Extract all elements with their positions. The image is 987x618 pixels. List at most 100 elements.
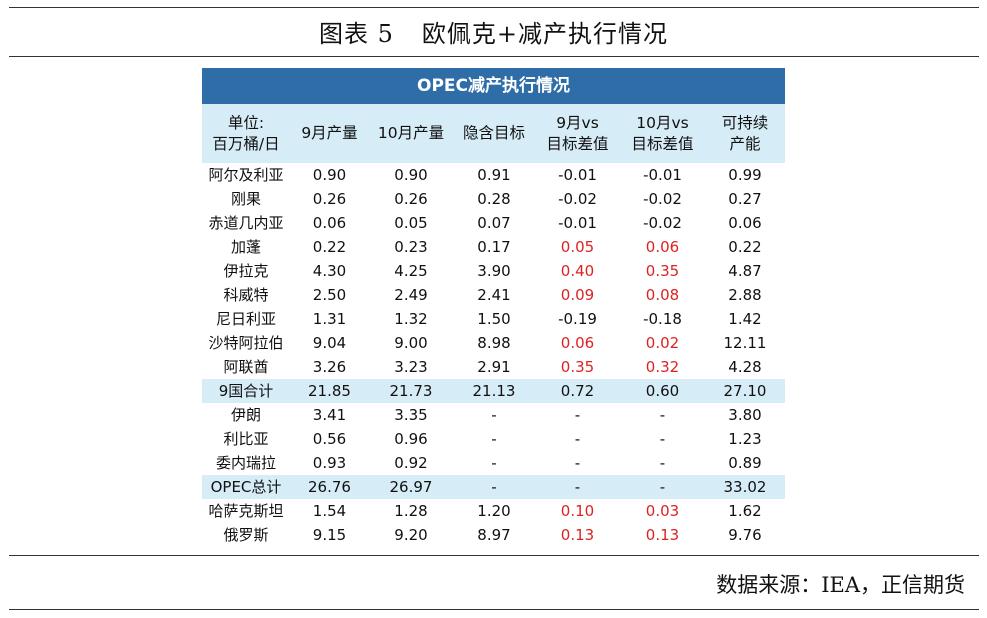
country-cell: 伊拉克	[223, 262, 269, 280]
column-header-line: 9月产量	[301, 124, 358, 142]
value-cell: 1.28	[394, 502, 428, 520]
value-cell: 2.41	[477, 286, 511, 304]
value-cell: 26.97	[369, 475, 453, 499]
column-header-4: 9月vs 目标差值	[535, 104, 620, 163]
figure-caption: 欧佩克+减产执行情况	[421, 20, 668, 48]
top-rule	[9, 7, 979, 8]
data-source-note: 数据来源：IEA，正信期货	[716, 573, 965, 597]
value-cell: 0.03	[645, 502, 680, 520]
value-cell: 3.35	[394, 406, 428, 424]
value-cell: 0.90	[312, 166, 347, 184]
value-cell: 1.20	[477, 502, 511, 520]
value-cell: -	[659, 454, 666, 472]
table-row: 科威特 2.50 2.49 2.41 0.09 0.08 2.88	[202, 283, 785, 307]
country-cell: 伊朗	[230, 406, 261, 424]
column-header-6: 可持续 产能	[705, 104, 785, 163]
value-cell: 0.22	[728, 238, 762, 256]
table-bottom-rule	[9, 555, 979, 556]
country-cell: 赤道几内亚	[208, 214, 284, 232]
column-header-line: 10月vs	[636, 113, 689, 132]
value-cell: 0.32	[645, 358, 680, 376]
table-row: 利比亚 0.56 0.96 - - - 1.23	[202, 427, 785, 451]
value-cell: 0.92	[394, 454, 428, 472]
value-cell: 0.56	[312, 430, 347, 448]
value-cell: 9.04	[312, 334, 347, 352]
opec-table-container: OPEC减产执行情况 单位: 百万桶/日 9月产量 10月产量 隐含目标 9月vs 目标差值…	[202, 68, 785, 547]
value-cell: -	[659, 430, 666, 448]
column-header-line: 目标差值	[546, 134, 609, 153]
value-cell: -0.01	[558, 214, 597, 232]
column-header-line: 产能	[729, 134, 761, 153]
value-cell: 0.10	[560, 502, 595, 520]
value-cell: 3.41	[312, 406, 347, 424]
value-cell: 2.50	[312, 286, 347, 304]
country-cell: 阿联酋	[223, 358, 269, 376]
value-cell: 3.90	[477, 262, 511, 280]
table-row: 阿联酋 3.26 3.23 2.91 0.35 0.32 4.28	[202, 355, 785, 379]
country-cell: 9国合计	[202, 379, 290, 403]
column-header-0: 单位: 百万桶/日	[202, 104, 290, 163]
table-row: 哈萨克斯坦 1.54 1.28 1.20 0.10 0.03 1.62	[202, 499, 785, 523]
column-header-line: 10月产量	[377, 124, 445, 142]
value-cell: 2.88	[728, 286, 762, 304]
value-cell: 0.89	[728, 454, 762, 472]
value-cell: 0.05	[394, 214, 428, 232]
table-row: 伊拉克 4.30 4.25 3.90 0.40 0.35 4.87	[202, 259, 785, 283]
value-cell: 33.02	[705, 475, 785, 499]
table-row: 委内瑞拉 0.93 0.92 - - - 0.89	[202, 451, 785, 475]
title-underline-rule	[9, 56, 979, 57]
value-cell: 0.02	[645, 334, 680, 352]
value-cell: 0.13	[645, 526, 680, 544]
table-subtotal-row: OPEC总计 26.76 26.97- - -33.02	[202, 475, 785, 499]
value-cell: -	[574, 406, 581, 424]
table-row: 沙特阿拉伯 9.04 9.00 8.98 0.06 0.02 12.11	[202, 331, 785, 355]
column-header-line: 目标差值	[631, 134, 694, 153]
country-cell: 加蓬	[230, 238, 261, 256]
table-row: 尼日利亚 1.31 1.32 1.50 -0.19 -0.18 1.42	[202, 307, 785, 331]
value-cell: 1.50	[477, 310, 511, 328]
country-cell: 阿尔及利亚	[208, 166, 284, 184]
value-cell: 0.99	[728, 166, 762, 184]
table-subtotal-row: 9国合计 21.85 21.73 21.13 0.72 0.60 27.10	[202, 379, 785, 403]
value-cell: 4.30	[312, 262, 347, 280]
value-cell: 12.11	[723, 334, 767, 352]
figure-title: 图表 5 欧佩克+减产执行情况	[0, 14, 987, 49]
country-cell: 沙特阿拉伯	[208, 334, 284, 352]
value-cell: 0.22	[312, 238, 347, 256]
value-cell: -	[574, 430, 581, 448]
value-cell: 3.26	[312, 358, 347, 376]
value-cell: 4.25	[394, 262, 428, 280]
value-cell: 1.62	[728, 502, 762, 520]
value-cell: 27.10	[705, 379, 785, 403]
table-row: 伊朗 3.41 3.35 - - - 3.80	[202, 403, 785, 427]
value-cell: -	[620, 475, 705, 499]
value-cell: 0.40	[560, 262, 595, 280]
country-cell: 哈萨克斯坦	[208, 502, 284, 520]
value-cell: 3.80	[728, 406, 762, 424]
value-cell: 0.17	[477, 238, 511, 256]
value-cell: 8.97	[477, 526, 511, 544]
value-cell: 0.06	[728, 214, 762, 232]
value-cell: 0.08	[645, 286, 680, 304]
value-cell: 0.91	[477, 166, 511, 184]
column-header-line: 百万桶/日	[212, 134, 280, 153]
column-header-line: 9月vs	[556, 113, 599, 132]
value-cell: -	[491, 430, 497, 448]
column-header-line: 隐含目标	[462, 124, 525, 142]
value-cell: 4.87	[728, 262, 762, 280]
value-cell: 0.05	[560, 238, 595, 256]
value-cell: -0.01	[558, 166, 597, 184]
column-header-line: 单位:	[227, 113, 265, 132]
value-cell: -0.18	[643, 310, 682, 328]
country-cell: 俄罗斯	[223, 526, 269, 544]
table-title: OPEC减产执行情况	[202, 68, 785, 104]
value-cell: 0.06	[560, 334, 595, 352]
country-cell: 刚果	[230, 190, 261, 208]
value-cell: 0.26	[312, 190, 347, 208]
value-cell: 0.96	[394, 430, 428, 448]
value-cell: 0.26	[394, 190, 428, 208]
value-cell: 2.49	[394, 286, 428, 304]
value-cell: -	[659, 406, 666, 424]
country-cell: 科威特	[223, 286, 269, 304]
value-cell: 0.07	[477, 214, 511, 232]
